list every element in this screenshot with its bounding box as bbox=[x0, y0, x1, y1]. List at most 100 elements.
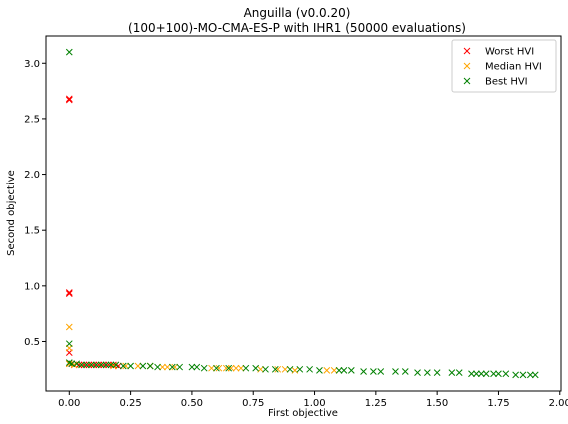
legend-label: Median HVI bbox=[485, 62, 542, 73]
y-tick-label: 0.5 bbox=[24, 337, 40, 348]
data-point bbox=[102, 361, 110, 369]
chart-subtitle: (100+100)-MO-CMA-ES-P with IHR1 (50000 e… bbox=[128, 21, 466, 35]
data-point bbox=[291, 367, 299, 374]
legend-marker bbox=[463, 47, 471, 55]
data-point bbox=[490, 370, 497, 378]
data-point bbox=[73, 360, 81, 368]
data-point bbox=[392, 368, 399, 375]
data-point bbox=[85, 361, 93, 369]
data-point bbox=[335, 367, 343, 374]
data-point bbox=[65, 360, 73, 368]
data-point bbox=[526, 371, 534, 379]
data-point bbox=[271, 365, 279, 373]
x-tick-label: 0.50 bbox=[181, 398, 203, 409]
data-point bbox=[164, 363, 171, 371]
data-point bbox=[80, 361, 88, 369]
data-point bbox=[512, 371, 519, 379]
y-tick-label: 3.0 bbox=[24, 59, 40, 70]
data-point bbox=[154, 363, 161, 371]
data-point bbox=[200, 364, 208, 372]
data-point bbox=[65, 289, 73, 296]
y-tick-label: 1.5 bbox=[24, 226, 40, 237]
data-point bbox=[377, 368, 385, 375]
x-tick-label: 0.25 bbox=[119, 398, 141, 409]
data-point bbox=[68, 360, 76, 368]
data-point bbox=[159, 363, 166, 371]
y-tick-label: 2.5 bbox=[24, 114, 40, 125]
data-point bbox=[323, 367, 331, 374]
data-point bbox=[531, 371, 539, 379]
data-point bbox=[473, 370, 480, 378]
data-point bbox=[237, 364, 245, 372]
y-axis-ticks: 0.5 1.0 1.5 2.0 2.5 3.0 bbox=[24, 59, 46, 348]
data-point bbox=[495, 370, 502, 378]
data-point bbox=[119, 362, 127, 370]
data-point bbox=[414, 369, 421, 376]
data-point bbox=[257, 365, 264, 373]
x-tick-label: 2.00 bbox=[549, 398, 568, 409]
data-point bbox=[252, 364, 260, 372]
data-point bbox=[482, 370, 490, 378]
data-point bbox=[274, 365, 282, 373]
data-point bbox=[423, 369, 431, 376]
data-point bbox=[296, 365, 304, 373]
data-point bbox=[92, 361, 100, 369]
data-point bbox=[105, 361, 112, 369]
data-point bbox=[193, 363, 201, 371]
data-point bbox=[100, 361, 107, 369]
data-point bbox=[65, 323, 73, 331]
data-point bbox=[330, 367, 338, 374]
data-point bbox=[347, 367, 355, 374]
x-tick-label: 1.50 bbox=[426, 398, 448, 409]
data-point bbox=[227, 364, 235, 372]
data-point bbox=[146, 362, 154, 370]
data-point bbox=[281, 365, 289, 373]
data-point bbox=[316, 367, 323, 374]
legend: Worst HVI Median HVI Best HVI bbox=[451, 39, 557, 93]
data-point bbox=[433, 369, 441, 376]
data-point bbox=[188, 363, 196, 371]
data-point bbox=[370, 368, 377, 375]
data-point bbox=[477, 370, 485, 378]
data-point bbox=[519, 371, 527, 379]
x-tick-label: 1.75 bbox=[487, 398, 509, 409]
data-point bbox=[468, 370, 475, 378]
data-points bbox=[65, 48, 539, 379]
data-point bbox=[225, 364, 233, 372]
data-point bbox=[65, 290, 73, 297]
data-point bbox=[110, 361, 117, 369]
legend-marker bbox=[463, 62, 471, 70]
data-point bbox=[448, 369, 456, 376]
data-point bbox=[502, 370, 510, 378]
legend-marker bbox=[463, 77, 471, 85]
data-point bbox=[262, 365, 269, 373]
data-point bbox=[107, 361, 115, 369]
data-point bbox=[127, 362, 134, 370]
y-tick-label: 1.0 bbox=[24, 281, 40, 292]
data-point bbox=[171, 363, 179, 371]
data-point bbox=[213, 364, 220, 372]
x-tick-label: 1.25 bbox=[365, 398, 387, 409]
data-point bbox=[455, 369, 463, 376]
data-point bbox=[208, 364, 215, 372]
chart-title: Anguilla (v0.0.20) bbox=[244, 6, 351, 20]
y-axis-label: Second objective bbox=[6, 170, 17, 256]
data-point bbox=[65, 95, 73, 103]
legend-label: Best HVI bbox=[485, 77, 528, 88]
data-point bbox=[97, 361, 105, 369]
data-point bbox=[78, 361, 85, 369]
data-point bbox=[232, 364, 240, 372]
data-point bbox=[176, 363, 184, 371]
data-point bbox=[139, 362, 147, 370]
x-axis-label: First objective bbox=[268, 408, 338, 419]
data-point bbox=[401, 368, 409, 375]
data-point bbox=[286, 365, 294, 373]
data-point bbox=[168, 363, 176, 371]
legend-label: Worst HVI bbox=[485, 47, 534, 58]
y-tick-label: 2.0 bbox=[24, 170, 40, 181]
data-point bbox=[90, 361, 98, 369]
x-tick-label: 1.00 bbox=[303, 398, 325, 409]
data-point bbox=[122, 362, 130, 370]
plot-area bbox=[45, 35, 562, 392]
